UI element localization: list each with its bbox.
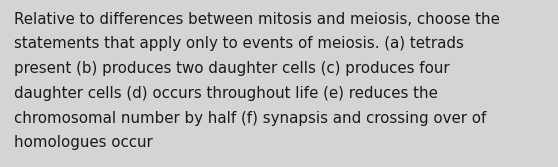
Text: daughter cells (d) occurs throughout life (e) reduces the: daughter cells (d) occurs throughout lif… xyxy=(14,86,438,101)
Text: homologues occur: homologues occur xyxy=(14,135,153,150)
Text: chromosomal number by half (f) synapsis and crossing over of: chromosomal number by half (f) synapsis … xyxy=(14,111,487,126)
Text: Relative to differences between mitosis and meiosis, choose the: Relative to differences between mitosis … xyxy=(14,12,500,27)
Text: statements that apply only to events of meiosis. (a) tetrads: statements that apply only to events of … xyxy=(14,36,464,51)
Text: present (b) produces two daughter cells (c) produces four: present (b) produces two daughter cells … xyxy=(14,61,450,76)
